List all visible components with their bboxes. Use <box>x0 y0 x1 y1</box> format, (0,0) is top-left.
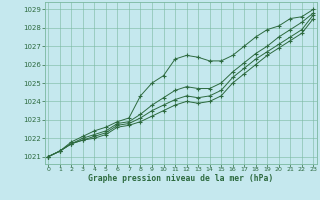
X-axis label: Graphe pression niveau de la mer (hPa): Graphe pression niveau de la mer (hPa) <box>88 174 273 183</box>
